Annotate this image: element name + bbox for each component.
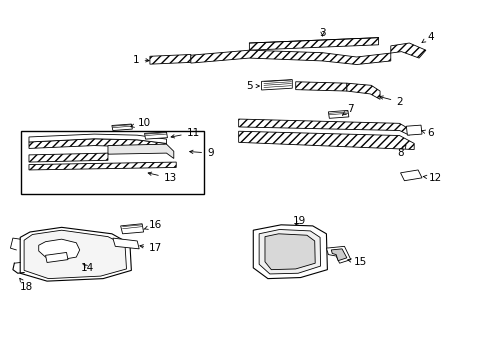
Polygon shape	[150, 54, 190, 64]
Text: 5: 5	[245, 81, 259, 91]
Text: 11: 11	[171, 128, 200, 138]
Polygon shape	[264, 234, 315, 270]
Polygon shape	[112, 124, 132, 131]
Text: 6: 6	[421, 129, 433, 138]
Polygon shape	[400, 170, 421, 181]
Polygon shape	[259, 229, 320, 274]
Polygon shape	[261, 80, 292, 90]
Polygon shape	[328, 111, 348, 118]
Polygon shape	[20, 227, 131, 281]
Text: 10: 10	[130, 118, 151, 128]
Polygon shape	[113, 238, 139, 249]
Text: 15: 15	[347, 257, 366, 267]
Text: 18: 18	[20, 278, 33, 292]
Polygon shape	[253, 225, 327, 279]
Text: 8: 8	[396, 145, 405, 158]
Text: 9: 9	[189, 148, 213, 158]
Polygon shape	[390, 43, 425, 58]
Polygon shape	[346, 83, 379, 99]
Polygon shape	[238, 131, 413, 149]
Polygon shape	[326, 246, 350, 263]
Polygon shape	[144, 132, 167, 139]
Polygon shape	[238, 119, 408, 135]
Text: 16: 16	[143, 220, 162, 230]
Text: 7: 7	[342, 104, 353, 115]
Text: 19: 19	[292, 216, 305, 226]
Polygon shape	[121, 224, 143, 234]
Polygon shape	[406, 125, 421, 135]
Text: 14: 14	[81, 263, 94, 273]
Polygon shape	[24, 230, 126, 279]
Polygon shape	[108, 144, 173, 158]
Polygon shape	[330, 249, 346, 261]
Polygon shape	[29, 162, 176, 170]
Text: 3: 3	[319, 28, 325, 38]
Polygon shape	[39, 239, 80, 260]
Polygon shape	[190, 50, 390, 64]
Text: 12: 12	[422, 173, 441, 183]
Text: 13: 13	[148, 172, 177, 183]
Text: 4: 4	[421, 32, 433, 42]
Text: 1: 1	[133, 54, 149, 64]
Polygon shape	[29, 134, 166, 143]
Polygon shape	[45, 252, 68, 262]
Polygon shape	[29, 139, 166, 149]
Polygon shape	[29, 153, 108, 162]
Text: 2: 2	[379, 96, 402, 107]
Polygon shape	[295, 82, 346, 91]
Text: 17: 17	[140, 243, 162, 253]
Bar	[21, 131, 203, 194]
Polygon shape	[249, 38, 378, 50]
